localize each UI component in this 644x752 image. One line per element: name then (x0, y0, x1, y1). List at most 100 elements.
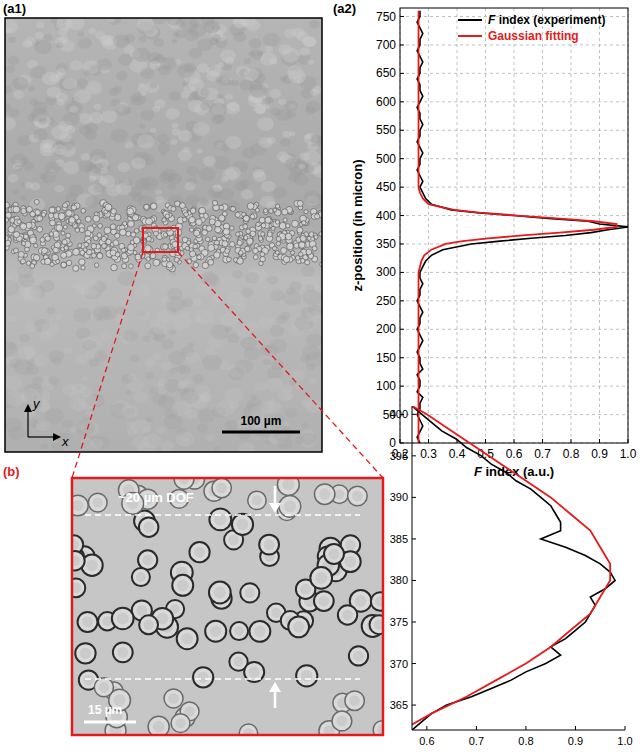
cell (115, 233, 120, 238)
blur-cell (76, 327, 91, 339)
cell (247, 238, 254, 245)
cell-core (301, 670, 313, 682)
blur-cell (149, 386, 159, 394)
cell (205, 237, 210, 242)
cell (75, 228, 79, 232)
cell (315, 214, 320, 219)
cell (33, 255, 39, 261)
blur-cell (265, 46, 273, 53)
cell (285, 233, 292, 240)
blur-cell (157, 134, 170, 144)
blur-cell (11, 154, 28, 167)
cell (75, 643, 95, 663)
cell (144, 245, 151, 252)
blur-cell (135, 285, 150, 297)
cell (126, 231, 131, 236)
cell (167, 262, 173, 268)
blur-cell (208, 187, 221, 198)
blur-cell (56, 315, 62, 320)
blur-cell (63, 161, 79, 174)
tick-label: 250 (376, 294, 396, 308)
cell-core (83, 675, 94, 686)
blur-cell (276, 315, 287, 324)
cell-core (374, 619, 383, 629)
tick (400, 158, 404, 159)
blur-cell (278, 99, 286, 105)
cell (292, 220, 299, 227)
blur-cell (130, 354, 140, 362)
blur-cell (298, 164, 305, 169)
blur-cell (185, 195, 200, 207)
dof-arrow (274, 486, 277, 505)
blur-cell (77, 79, 89, 88)
blur-cell (304, 164, 315, 173)
cell (37, 226, 43, 232)
cell (122, 264, 127, 269)
tick (412, 580, 416, 581)
blur-cell (176, 19, 186, 27)
blur-cell (125, 141, 134, 148)
blur-cell (57, 68, 66, 76)
cell (265, 217, 271, 223)
tick (400, 439, 401, 443)
grid-line (400, 158, 628, 159)
blur-cell (26, 365, 39, 375)
cell-core (318, 596, 329, 607)
blur-cell (271, 359, 284, 370)
cell-core (342, 610, 353, 621)
grid-line (400, 272, 628, 273)
cell (93, 215, 100, 222)
blur-cell (77, 31, 84, 37)
cell (163, 233, 167, 237)
cell (111, 264, 118, 271)
grid-line (400, 329, 628, 330)
blur-cell (127, 427, 138, 436)
blur-cell (171, 122, 178, 128)
cell (275, 204, 279, 208)
cell (232, 514, 253, 535)
arrow-head (269, 682, 281, 692)
blur-cell (31, 108, 49, 122)
blur-cell (258, 316, 273, 328)
blur-cell (35, 419, 50, 431)
blur-cell (7, 56, 19, 65)
cell (286, 224, 290, 228)
cell (115, 252, 120, 257)
tick (575, 726, 576, 730)
cell-core (216, 483, 227, 494)
blur-cell (213, 140, 225, 150)
blur-cell (301, 399, 312, 408)
cell (150, 204, 156, 210)
cell (42, 248, 48, 254)
blur-cell (212, 294, 223, 303)
blur-cell (241, 189, 254, 199)
blur-cell (304, 191, 321, 204)
blur-cell (96, 163, 104, 169)
blur-cell (289, 281, 301, 291)
blur-cell (47, 87, 62, 99)
cell (245, 246, 251, 252)
cell (14, 219, 21, 226)
cell (208, 259, 214, 265)
tick-label: 400 (390, 408, 408, 420)
cell (50, 207, 57, 214)
cell (127, 208, 134, 215)
cell (193, 667, 213, 687)
tick-label: 365 (390, 699, 408, 711)
blur-cell (123, 330, 138, 342)
tick-label: 750 (376, 10, 396, 24)
cell-core (168, 693, 178, 703)
grid-line (400, 187, 628, 188)
image-bg (5, 18, 322, 452)
cell (174, 478, 194, 489)
cell-core (210, 625, 222, 637)
tick-label: 375 (390, 616, 408, 628)
cell (133, 237, 140, 244)
tick (412, 497, 416, 498)
cell (138, 550, 157, 569)
cell (277, 478, 299, 495)
blur-cell (144, 26, 158, 37)
blur-cell (71, 383, 85, 395)
cell (80, 250, 85, 255)
blur-cell (85, 196, 99, 207)
